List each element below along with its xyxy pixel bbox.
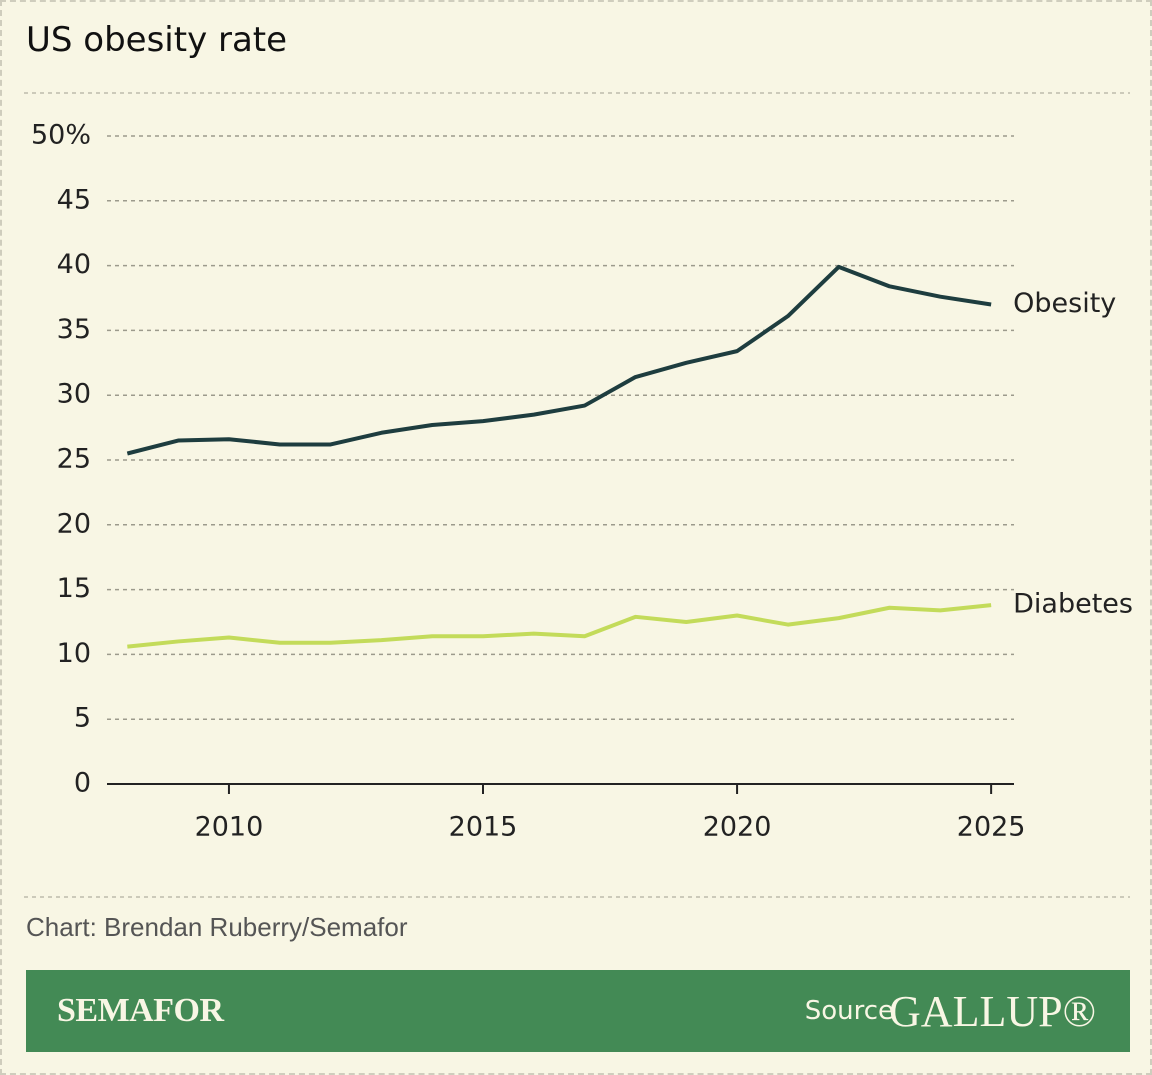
- credit: Chart: Brendan Ruberry/Semafor: [26, 912, 408, 942]
- chart-title: US obesity rate: [26, 20, 288, 60]
- x-tick-label: 2020: [703, 812, 772, 843]
- y-tick-label: 40: [57, 249, 91, 280]
- y-tick-label: 5: [74, 703, 91, 734]
- y-tick-label: 0: [74, 768, 91, 799]
- y-tick-label: 10: [57, 638, 91, 669]
- brand: SEMAFOR: [57, 992, 224, 1029]
- series-label: Diabetes: [1013, 589, 1133, 620]
- source-label: Source: [804, 996, 894, 1026]
- series-line: [126, 264, 992, 456]
- y-tick-label: 20: [57, 508, 91, 539]
- y-tick-label: 35: [57, 314, 91, 345]
- x-tick-label: 2015: [449, 812, 518, 843]
- x-tick-label: 2025: [957, 812, 1026, 843]
- source: GALLUP®: [889, 987, 1096, 1036]
- series-line: [127, 603, 992, 649]
- footer-bar: SEMAFOR Source GALLUP®: [26, 970, 1130, 1052]
- x-tick-label: 2010: [195, 812, 264, 843]
- series-label: Obesity: [1013, 288, 1116, 319]
- y-tick-label: 45: [57, 184, 91, 215]
- y-tick-label: 15: [57, 573, 91, 604]
- y-tick-label: 50%: [31, 120, 91, 151]
- y-tick-label: 25: [57, 444, 91, 475]
- y-tick-label: 30: [57, 379, 91, 410]
